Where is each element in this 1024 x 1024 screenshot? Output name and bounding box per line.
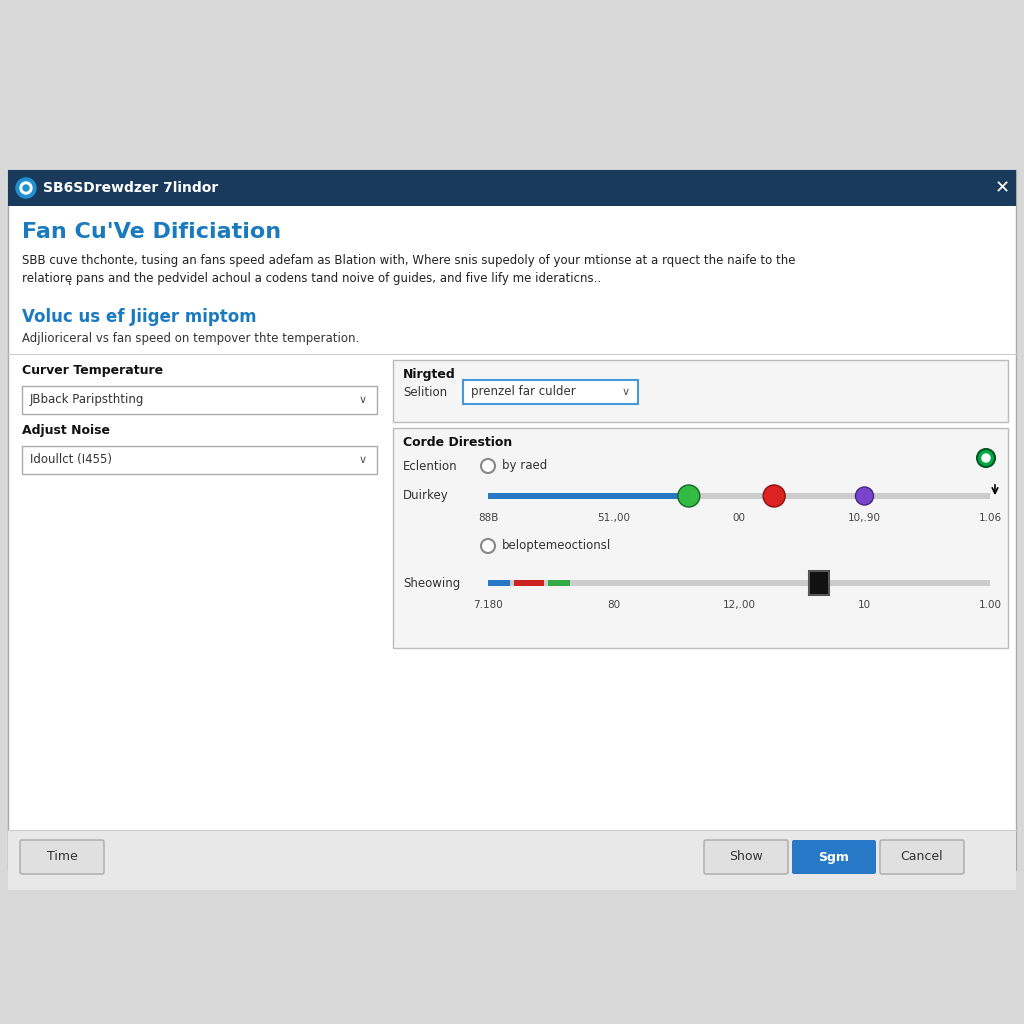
Bar xyxy=(22,386,377,414)
Text: ✕: ✕ xyxy=(994,179,1010,197)
Text: Show: Show xyxy=(729,851,763,863)
Bar xyxy=(488,493,990,499)
Circle shape xyxy=(20,182,32,194)
Text: Fan Cu'Ve Dificiation: Fan Cu'Ve Dificiation xyxy=(22,222,282,242)
Text: Idoullct (I455): Idoullct (I455) xyxy=(30,454,112,467)
Text: Eclention: Eclention xyxy=(403,460,458,472)
Text: prenzel far culder: prenzel far culder xyxy=(471,385,575,398)
Bar xyxy=(488,493,689,499)
FancyBboxPatch shape xyxy=(792,840,876,874)
Text: Cancel: Cancel xyxy=(901,851,943,863)
Text: 88B: 88B xyxy=(478,513,499,523)
Circle shape xyxy=(977,449,995,467)
Circle shape xyxy=(481,539,495,553)
Text: Time: Time xyxy=(47,851,78,863)
Bar xyxy=(514,580,544,586)
Text: 7.180: 7.180 xyxy=(473,600,503,610)
FancyBboxPatch shape xyxy=(20,840,104,874)
Text: Duirkey: Duirkey xyxy=(403,489,449,503)
Text: SB6SDrewdzer 7lindor: SB6SDrewdzer 7lindor xyxy=(43,181,218,195)
Bar xyxy=(393,428,1008,648)
Text: ∨: ∨ xyxy=(358,395,367,406)
Text: SBB cuve thchonte, tusing an fans speed adefam as Blation with, Where snis suped: SBB cuve thchonte, tusing an fans speed … xyxy=(22,254,796,285)
Circle shape xyxy=(763,485,785,507)
Bar xyxy=(8,170,1016,870)
Circle shape xyxy=(678,485,699,507)
Text: JBback Paripsthting: JBback Paripsthting xyxy=(30,393,144,407)
Text: Sheowing: Sheowing xyxy=(403,577,460,590)
Text: Sgm: Sgm xyxy=(818,851,850,863)
Bar xyxy=(809,571,829,595)
Bar xyxy=(8,170,1016,206)
Bar xyxy=(463,380,638,404)
FancyBboxPatch shape xyxy=(880,840,964,874)
Text: 1.06: 1.06 xyxy=(979,513,1001,523)
Text: Corde Direstion: Corde Direstion xyxy=(403,436,512,449)
Circle shape xyxy=(16,178,36,198)
Text: Adjlioriceral vs fan speed on tempover thte temperation.: Adjlioriceral vs fan speed on tempover t… xyxy=(22,332,359,345)
Bar xyxy=(488,580,510,586)
Circle shape xyxy=(982,454,990,462)
Bar xyxy=(393,360,1008,422)
Text: 10,.90: 10,.90 xyxy=(848,513,881,523)
Text: ∨: ∨ xyxy=(622,387,630,397)
Bar xyxy=(22,446,377,474)
Text: 1.00: 1.00 xyxy=(979,600,1001,610)
Text: Voluc us ef Jiiger miptom: Voluc us ef Jiiger miptom xyxy=(22,308,257,326)
FancyBboxPatch shape xyxy=(705,840,788,874)
Text: ∨: ∨ xyxy=(358,455,367,465)
Text: Curver Temperature: Curver Temperature xyxy=(22,364,163,377)
Circle shape xyxy=(481,459,495,473)
Text: 51.,00: 51.,00 xyxy=(597,513,630,523)
Circle shape xyxy=(855,487,873,505)
Bar xyxy=(488,580,990,586)
Circle shape xyxy=(23,185,29,191)
Bar xyxy=(548,580,570,586)
Bar xyxy=(8,830,1016,890)
Text: Adjust Noise: Adjust Noise xyxy=(22,424,110,437)
Text: 80: 80 xyxy=(607,600,621,610)
Text: 00: 00 xyxy=(732,513,745,523)
Text: Nirgted: Nirgted xyxy=(403,368,456,381)
Text: by raed: by raed xyxy=(502,460,547,472)
Text: beloptemeoctionsl: beloptemeoctionsl xyxy=(502,540,611,553)
Text: 12,.00: 12,.00 xyxy=(723,600,756,610)
Text: Selition: Selition xyxy=(403,385,447,398)
Text: 10: 10 xyxy=(858,600,871,610)
